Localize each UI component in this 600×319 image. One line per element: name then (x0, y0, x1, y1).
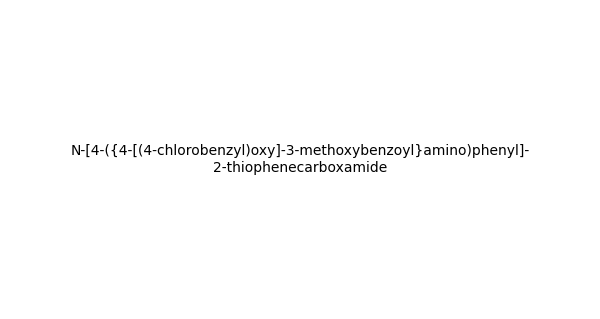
Text: N-[4-({4-[(4-chlorobenzyl)oxy]-3-methoxybenzoyl}amino)phenyl]-
2-thiophenecarbox: N-[4-({4-[(4-chlorobenzyl)oxy]-3-methoxy… (70, 145, 530, 174)
